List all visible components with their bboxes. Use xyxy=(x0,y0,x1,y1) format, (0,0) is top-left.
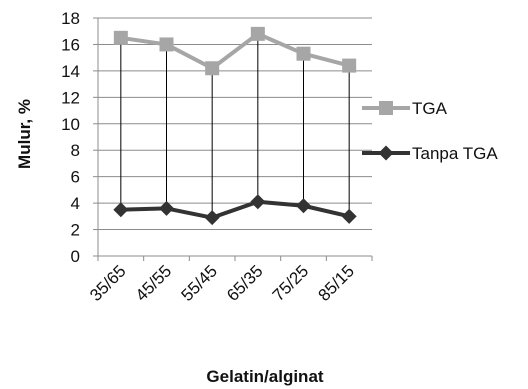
y-tick-label: 0 xyxy=(71,247,80,266)
series-layer xyxy=(113,26,357,226)
data-point-tga xyxy=(342,58,357,73)
y-tick-label: 6 xyxy=(71,168,80,187)
data-point-tga xyxy=(296,46,311,61)
x-tick-labels: 35/65 45/55 55/45 65/35 75/25 85/15 xyxy=(86,261,358,305)
y-tick-label: 4 xyxy=(71,194,80,213)
legend-marker-tga xyxy=(379,101,393,115)
data-point-tanpa-tga xyxy=(296,198,311,214)
x-tick-label: 65/35 xyxy=(223,261,267,305)
y-tick-label: 10 xyxy=(61,115,80,134)
y-tick-label: 12 xyxy=(61,88,80,107)
x-tick-label: 45/55 xyxy=(132,261,176,305)
axes xyxy=(93,17,373,261)
x-axis-title: Gelatin/alginat xyxy=(206,367,323,386)
legend-marker-tanpa-tga xyxy=(378,145,394,161)
data-point-tga xyxy=(205,61,220,76)
series-line-tanpa-tga xyxy=(120,199,350,220)
y-tick-label: 14 xyxy=(61,62,80,81)
y-tick-labels: 0 2 4 6 8 10 12 14 16 18 xyxy=(61,9,80,266)
series-line-tga xyxy=(120,31,350,71)
x-tick-label: 55/45 xyxy=(177,261,221,305)
x-tick-label: 35/65 xyxy=(86,261,130,305)
y-tick-label: 8 xyxy=(71,141,80,160)
y-tick-label: 18 xyxy=(61,9,80,28)
data-point-tanpa-tga xyxy=(341,208,357,224)
data-point-tanpa-tga xyxy=(159,200,174,216)
data-point-tga xyxy=(250,26,265,41)
x-tick-label: 75/25 xyxy=(269,261,313,305)
data-point-tga xyxy=(159,37,174,52)
legend-label-tanpa-tga: Tanpa TGA xyxy=(412,144,498,163)
legend: TGA Tanpa TGA xyxy=(362,99,498,163)
drop-lines xyxy=(120,33,350,218)
y-tick-label: 2 xyxy=(71,221,80,240)
y-axis-title: Mulur, % xyxy=(15,99,34,169)
data-point-tga xyxy=(113,30,128,45)
data-point-tanpa-tga xyxy=(250,194,266,210)
legend-label-tga: TGA xyxy=(412,99,448,118)
y-tick-label: 16 xyxy=(61,35,80,54)
data-point-tanpa-tga xyxy=(113,202,129,218)
x-tick-label: 85/15 xyxy=(314,261,358,305)
data-point-tanpa-tga xyxy=(204,210,220,226)
gridlines xyxy=(98,17,372,231)
